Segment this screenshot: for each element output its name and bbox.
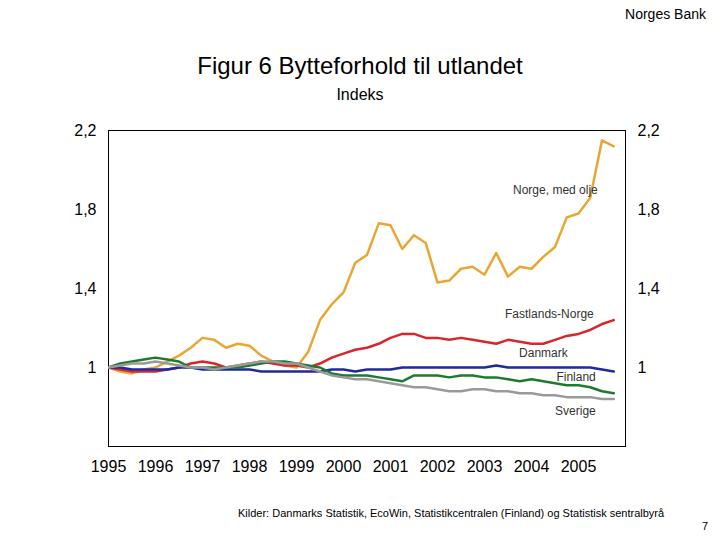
svg-text:1: 1 bbox=[638, 359, 647, 376]
svg-text:1,4: 1,4 bbox=[74, 280, 96, 297]
svg-text:2000: 2000 bbox=[326, 458, 362, 475]
svg-text:Sverige: Sverige bbox=[555, 404, 596, 418]
svg-text:2,2: 2,2 bbox=[638, 122, 660, 139]
html-text:Kilder: Danmarks Statistik, Ec: Kilder: Danmarks Statistik, EcoWin, Stat… bbox=[238, 507, 665, 519]
svg-text:2,2: 2,2 bbox=[74, 122, 96, 139]
html-text:7: 7 bbox=[701, 520, 708, 532]
svg-text:2001: 2001 bbox=[373, 458, 409, 475]
html-text:Indeks: Indeks bbox=[336, 86, 384, 103]
svg-text:2003: 2003 bbox=[467, 458, 503, 475]
svg-text:Norge, med olje: Norge, med olje bbox=[513, 183, 598, 197]
svg-text:1,4: 1,4 bbox=[638, 280, 660, 297]
svg-text:Danmark: Danmark bbox=[519, 346, 569, 360]
svg-text:2005: 2005 bbox=[561, 458, 597, 475]
svg-text:Finland: Finland bbox=[556, 370, 595, 384]
svg-text:1: 1 bbox=[88, 359, 97, 376]
svg-text:Fastlands-Norge: Fastlands-Norge bbox=[505, 307, 594, 321]
html-text:Norges Bank: Norges Bank bbox=[625, 6, 706, 22]
html-text:Figur 6 Bytteforhold til utlan: Figur 6 Bytteforhold til utlandet bbox=[197, 52, 523, 79]
svg-text:1,8: 1,8 bbox=[638, 201, 660, 218]
svg-text:1997: 1997 bbox=[185, 458, 221, 475]
svg-text:1,8: 1,8 bbox=[74, 201, 96, 218]
svg-text:2004: 2004 bbox=[514, 458, 550, 475]
svg-text:1998: 1998 bbox=[232, 458, 268, 475]
svg-text:1999: 1999 bbox=[279, 458, 315, 475]
svg-text:2002: 2002 bbox=[420, 458, 456, 475]
svg-text:1995: 1995 bbox=[91, 458, 127, 475]
svg-text:1996: 1996 bbox=[138, 458, 174, 475]
